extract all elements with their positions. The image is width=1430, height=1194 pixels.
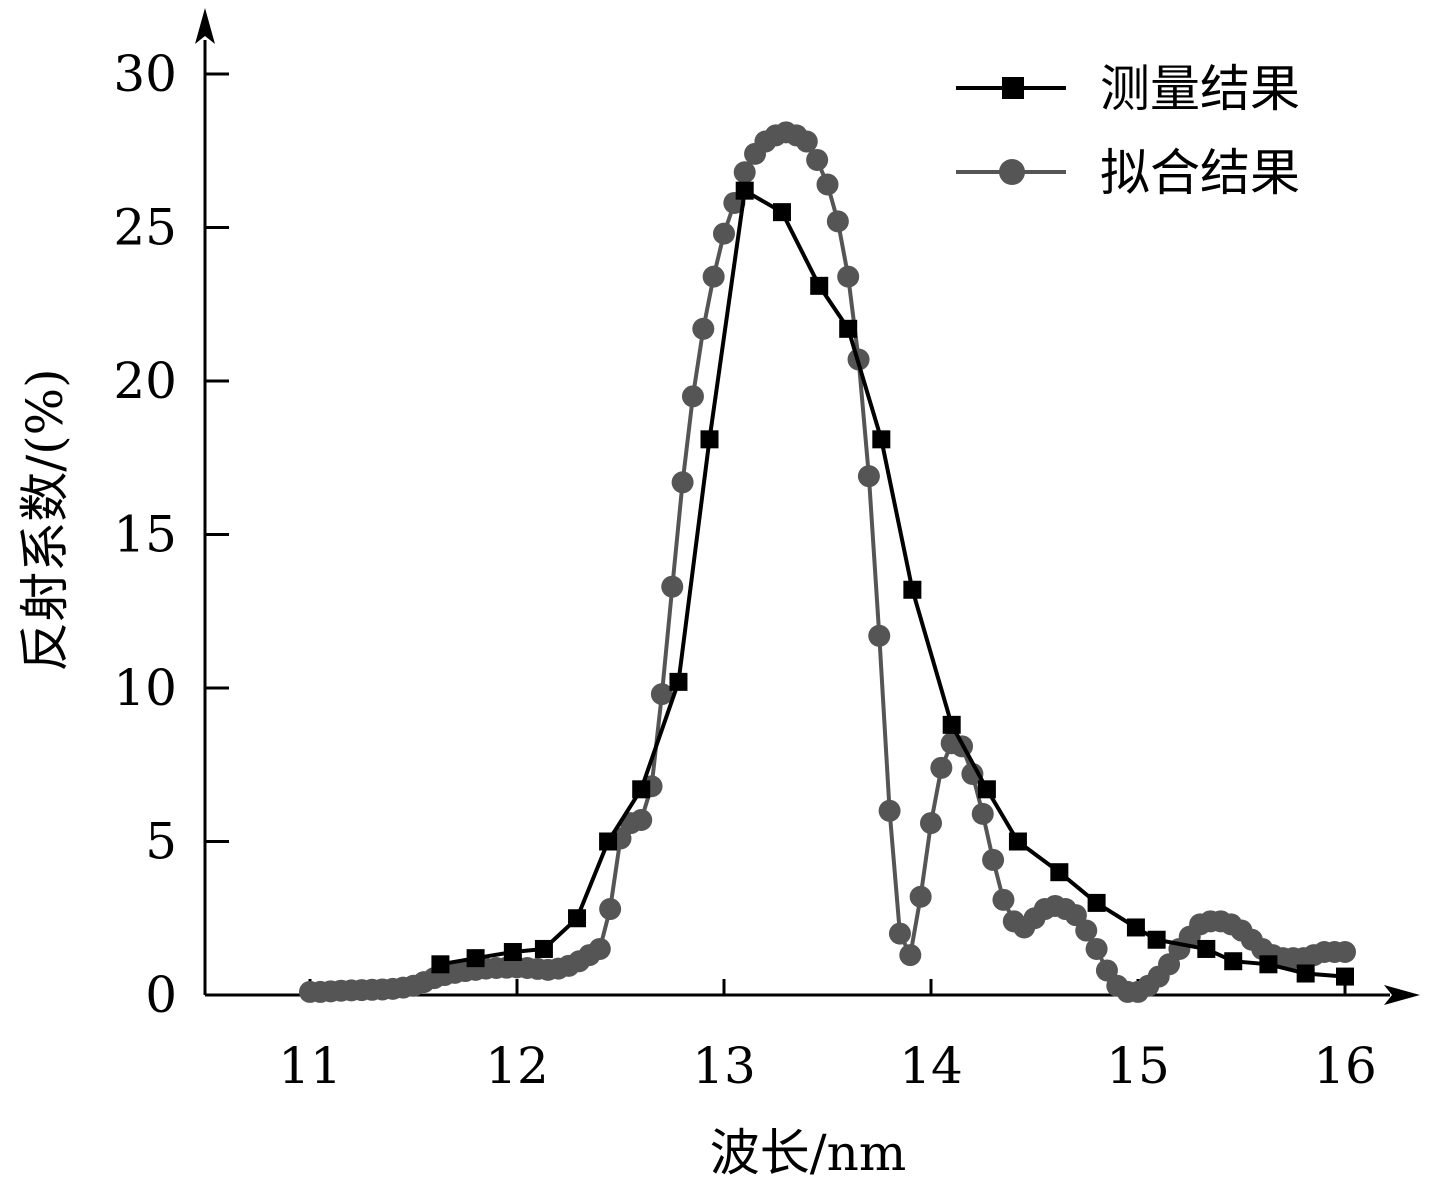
- data-point-square: [466, 949, 485, 968]
- data-point-circle: [857, 465, 880, 488]
- data-point-square: [669, 672, 688, 691]
- data-point-square: [632, 780, 651, 799]
- y-tick-label: 30: [113, 45, 177, 103]
- data-point-square: [534, 939, 553, 958]
- x-tick-label: 12: [485, 1037, 549, 1095]
- series-line: [310, 130, 1345, 994]
- data-point-circle: [992, 888, 1015, 911]
- data-point-square: [1050, 863, 1069, 882]
- data-point-square: [1147, 930, 1166, 949]
- data-point-square: [772, 203, 791, 222]
- data-point-circle: [692, 317, 715, 340]
- data-point-circle: [816, 173, 839, 196]
- data-point-circle: [971, 802, 994, 825]
- data-point-square: [1126, 918, 1145, 937]
- data-point-circle: [837, 265, 860, 288]
- data-point-circle: [920, 812, 942, 835]
- y-tick-label: 20: [113, 352, 177, 410]
- axes-layer: 11 12 13 14 15 16 0 5 10 15 20 25 30 波长/nm 反射系数/(%): [16, 8, 1420, 1182]
- data-point-circle: [1075, 919, 1098, 942]
- data-point-square: [503, 943, 522, 962]
- legend-circle-marker-icon: [999, 159, 1025, 185]
- x-tick-label: 15: [1106, 1037, 1170, 1095]
- y-tick-label: 0: [145, 966, 177, 1024]
- y-axis-title: 反射系数/(%): [16, 368, 74, 671]
- data-point-circle: [681, 385, 704, 408]
- data-point-circle: [795, 130, 818, 153]
- data-point-circle: [713, 222, 735, 245]
- series-fitted: [299, 121, 1356, 1003]
- y-axis-arrow-icon: [195, 8, 215, 44]
- data-point-square: [1336, 967, 1354, 986]
- data-point-circle: [930, 756, 953, 779]
- data-point-square: [599, 832, 618, 851]
- legend-square-marker-icon: [1002, 77, 1024, 99]
- data-point-square: [1259, 955, 1278, 974]
- legend-item-fitted: 拟合结果: [956, 144, 1300, 202]
- series-layer: [299, 121, 1356, 1003]
- data-point-square: [942, 715, 961, 734]
- data-point-square: [431, 955, 450, 974]
- x-axis-arrow-icon: [1384, 985, 1420, 1005]
- data-point-square: [1296, 964, 1315, 983]
- x-tick-label: 14: [899, 1037, 963, 1095]
- data-point-circle: [899, 944, 922, 967]
- data-point-square: [1087, 893, 1106, 912]
- data-point-circle: [588, 937, 611, 960]
- legend-item-measured: 测量结果: [956, 60, 1300, 118]
- data-point-circle: [806, 148, 829, 171]
- y-tick-label: 15: [113, 506, 177, 564]
- data-point-circle: [671, 471, 694, 494]
- data-point-circle: [702, 265, 725, 288]
- x-axis-title: 波长/nm: [710, 1124, 906, 1182]
- data-point-square: [568, 909, 587, 928]
- data-point-circle: [650, 683, 673, 706]
- data-point-square: [1008, 832, 1027, 851]
- data-point-square: [839, 319, 858, 338]
- data-point-circle: [878, 799, 901, 822]
- legend-label: 拟合结果: [1100, 144, 1300, 202]
- series-measured: [431, 181, 1354, 986]
- data-point-circle: [868, 624, 891, 647]
- data-point-circle: [982, 848, 1005, 871]
- data-point-square: [872, 430, 891, 449]
- data-point-circle: [630, 809, 653, 832]
- x-tick-label: 16: [1313, 1037, 1377, 1095]
- data-point-square: [1224, 952, 1243, 971]
- data-point-circle: [599, 898, 622, 921]
- data-point-circle: [909, 885, 932, 908]
- data-point-square: [810, 276, 829, 295]
- y-tick-label: 25: [113, 199, 177, 257]
- legend-label: 测量结果: [1100, 60, 1300, 118]
- data-point-circle: [961, 762, 984, 785]
- data-point-circle: [661, 575, 684, 598]
- y-tick-label: 5: [145, 813, 177, 871]
- data-point-circle: [826, 210, 849, 233]
- data-point-circle: [733, 161, 756, 184]
- data-point-circle: [888, 922, 911, 945]
- y-tick-label: 10: [113, 659, 177, 717]
- data-point-circle: [1085, 937, 1108, 960]
- data-point-circle: [1334, 941, 1356, 964]
- data-point-square: [903, 580, 922, 599]
- data-point-square: [977, 780, 996, 799]
- data-point-square: [700, 430, 719, 449]
- data-point-square: [1197, 939, 1216, 958]
- x-tick-label: 11: [278, 1037, 342, 1095]
- x-tick-label: 13: [692, 1037, 756, 1095]
- data-point-square: [735, 181, 754, 200]
